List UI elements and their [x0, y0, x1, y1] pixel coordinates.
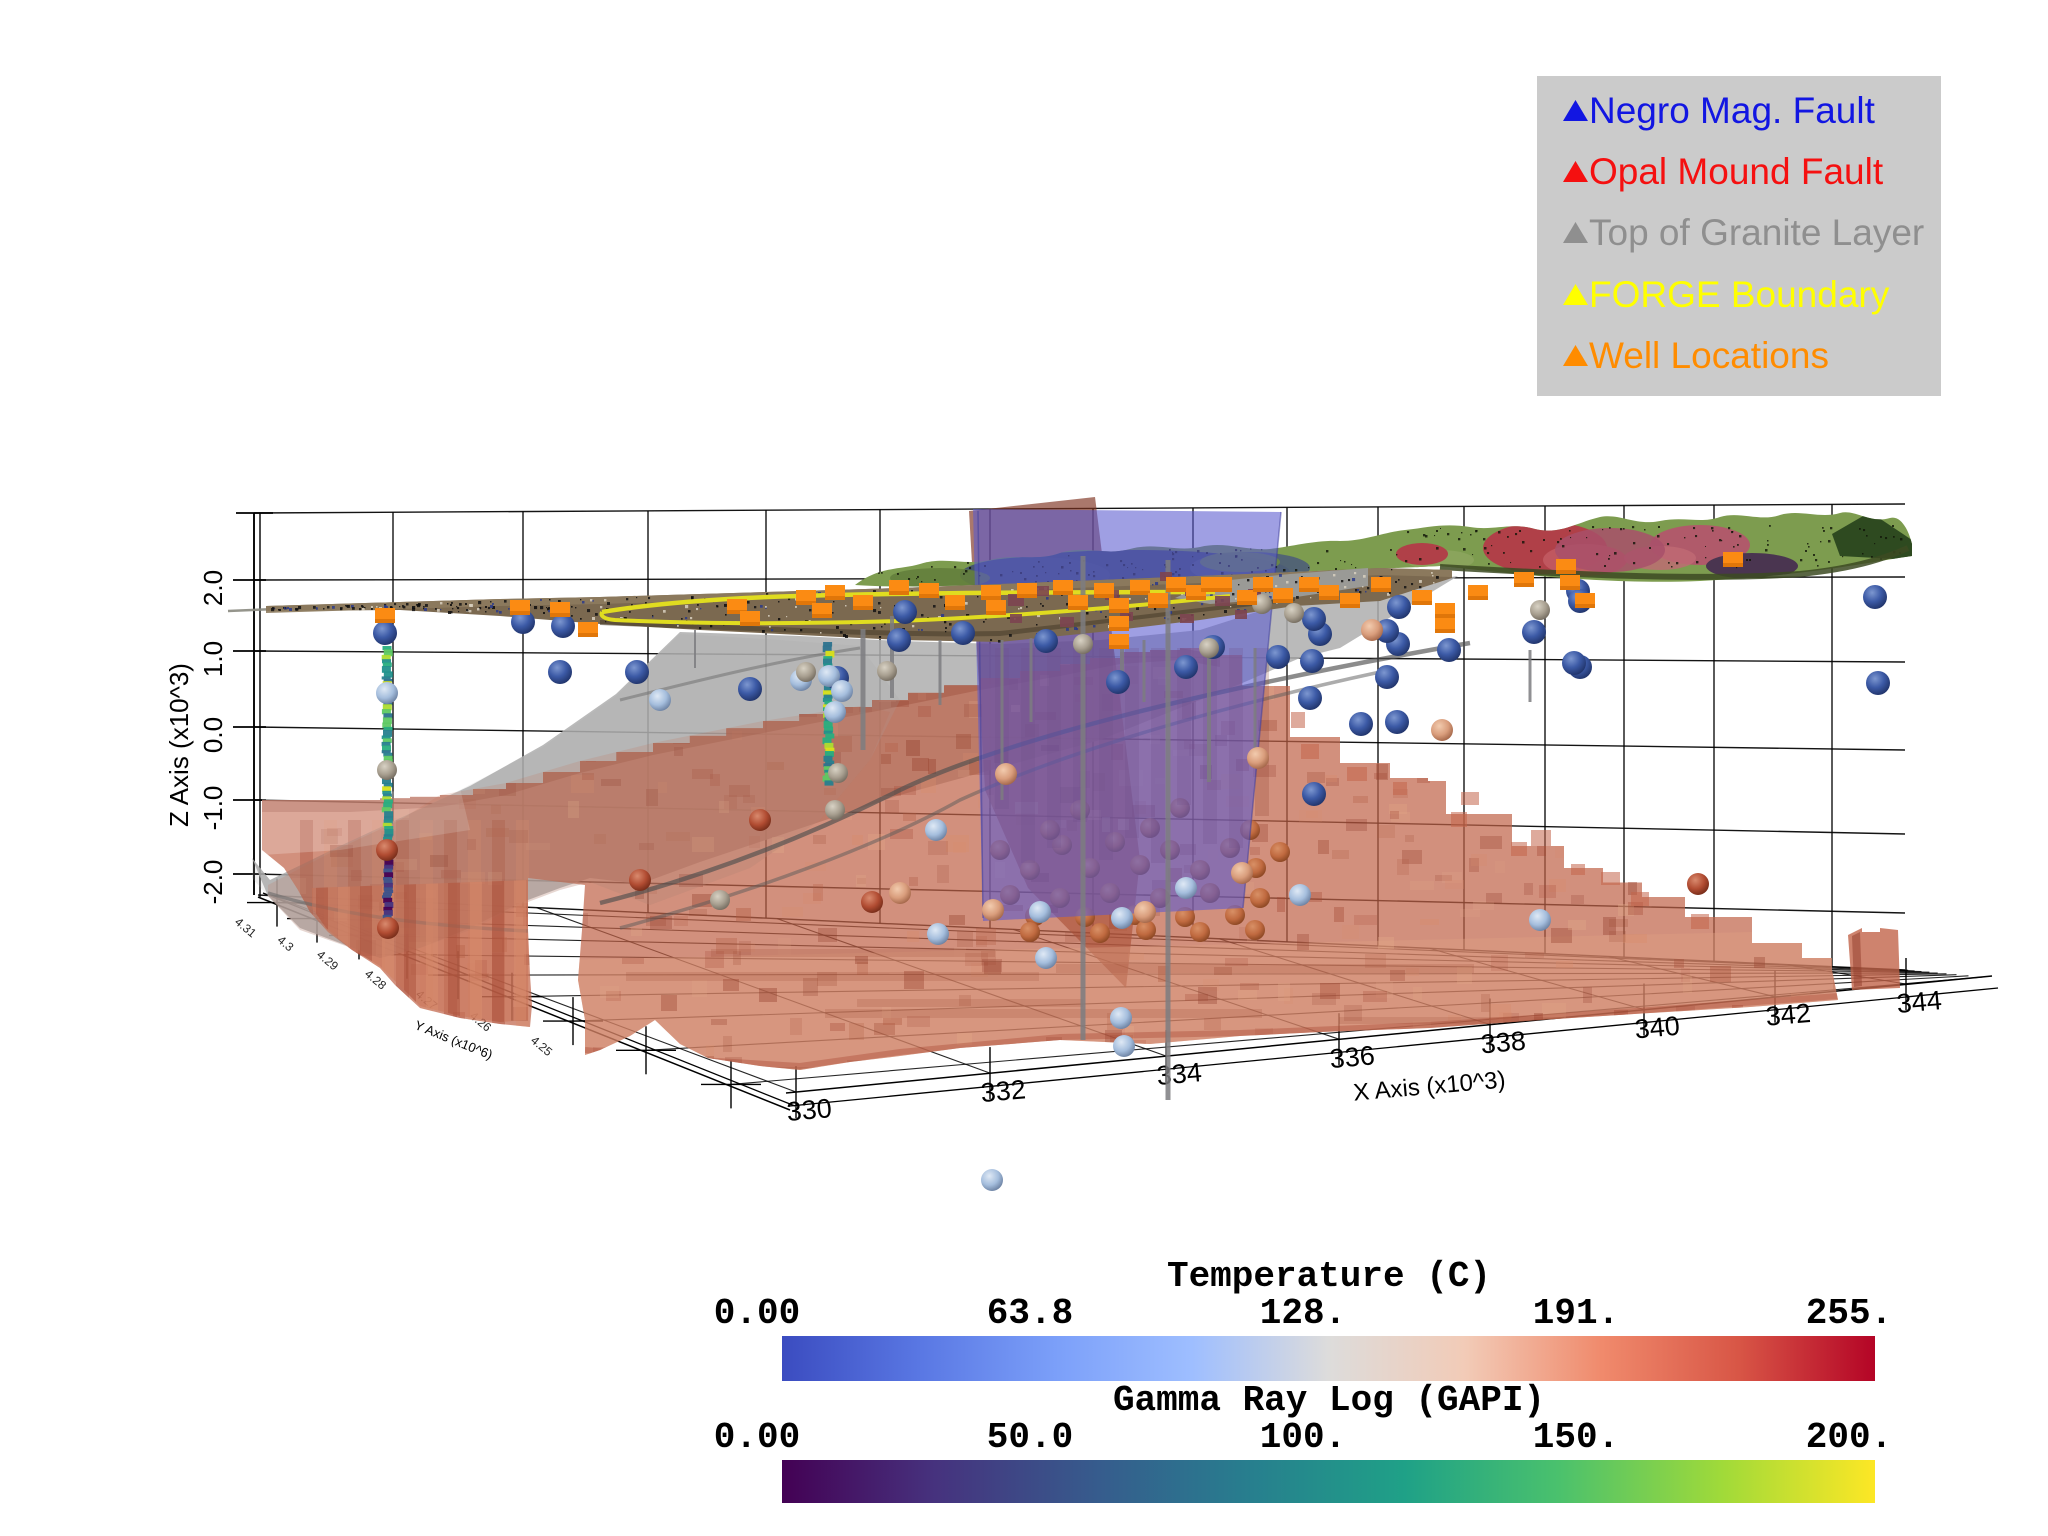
svg-text:1.0: 1.0 [198, 641, 228, 677]
svg-text:Well Locations: Well Locations [1589, 335, 1829, 376]
svg-text:-1.0: -1.0 [198, 786, 228, 831]
svg-text:128.: 128. [1260, 1293, 1346, 1334]
svg-text:340: 340 [1633, 1011, 1681, 1045]
svg-text:255.: 255. [1806, 1293, 1892, 1334]
svg-text:Temperature (C): Temperature (C) [1167, 1256, 1491, 1297]
svg-text:Z Axis (x10^3): Z Axis (x10^3) [164, 663, 194, 827]
svg-text:332: 332 [979, 1074, 1027, 1108]
svg-text:-2.0: -2.0 [198, 860, 228, 905]
svg-text:2.0: 2.0 [198, 570, 228, 606]
svg-text:0.00: 0.00 [714, 1293, 800, 1334]
svg-text:Gamma Ray Log (GAPI): Gamma Ray Log (GAPI) [1113, 1380, 1545, 1421]
svg-text:150.: 150. [1533, 1417, 1619, 1458]
svg-text:338: 338 [1479, 1026, 1527, 1060]
svg-text:336: 336 [1328, 1040, 1376, 1074]
svg-text:191.: 191. [1533, 1293, 1619, 1334]
svg-text:0.00: 0.00 [714, 1417, 800, 1458]
svg-text:344: 344 [1895, 985, 1943, 1019]
svg-text:Top of Granite Layer: Top of Granite Layer [1589, 212, 1924, 253]
svg-text:200.: 200. [1806, 1417, 1892, 1458]
svg-text:330: 330 [785, 1093, 833, 1127]
svg-text:334: 334 [1155, 1057, 1203, 1091]
svg-text:100.: 100. [1260, 1417, 1346, 1458]
svg-text:FORGE Boundary: FORGE Boundary [1589, 274, 1890, 315]
svg-text:0.0: 0.0 [198, 717, 228, 753]
svg-text:50.0: 50.0 [987, 1417, 1073, 1458]
svg-text:63.8: 63.8 [987, 1293, 1073, 1334]
svg-text:Negro Mag. Fault: Negro Mag. Fault [1589, 90, 1876, 131]
svg-text:Opal Mound Fault: Opal Mound Fault [1589, 151, 1884, 192]
